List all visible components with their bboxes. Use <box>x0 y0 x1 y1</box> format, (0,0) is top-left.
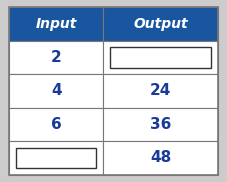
Bar <box>9 7 103 41</box>
Bar <box>103 74 218 108</box>
Text: 6: 6 <box>51 117 62 132</box>
Text: Input: Input <box>35 17 77 31</box>
Text: Output: Output <box>133 17 188 31</box>
Text: 48: 48 <box>150 151 171 165</box>
Bar <box>103 41 218 74</box>
Bar <box>16 148 96 168</box>
Text: 24: 24 <box>150 84 171 98</box>
Bar <box>9 108 103 141</box>
Text: 4: 4 <box>51 84 62 98</box>
Bar <box>110 48 211 68</box>
Text: 2: 2 <box>51 50 62 65</box>
Text: 36: 36 <box>150 117 171 132</box>
Bar <box>103 108 218 141</box>
Bar <box>9 141 103 175</box>
Bar <box>103 141 218 175</box>
Bar <box>103 7 218 41</box>
Bar <box>9 41 103 74</box>
Bar <box>9 74 103 108</box>
